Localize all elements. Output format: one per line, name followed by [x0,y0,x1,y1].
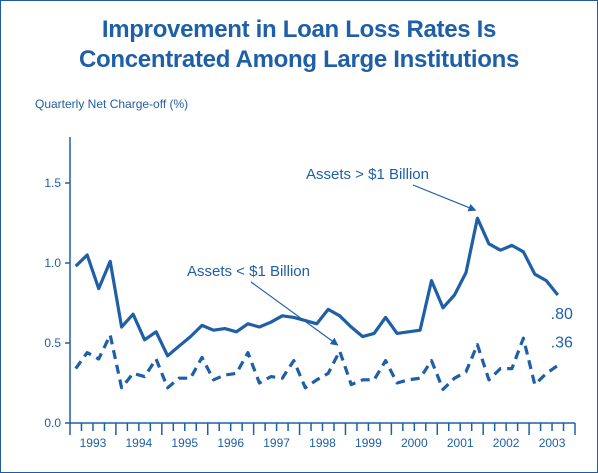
series-line-large-institutions [74,216,560,358]
series-group: .80 .36 [74,216,573,391]
chart-title-line-1: Improvement in Loan Loss Rates Is [101,16,497,43]
annotation-arrow [412,184,477,212]
chart-title-line-2: Concentrated Among Large Institutions [78,46,520,73]
series-line-small-institutions [74,333,559,391]
x-tick-label: 1997 [263,436,290,450]
y-tick-label: 1.5 [44,176,61,190]
chart-title: Improvement in Loan Loss Rates Is Concen… [1,15,597,75]
x-tick-label: 2001 [447,436,474,450]
series-end-label: .80 [551,306,573,323]
y-tick-label: 0.5 [44,336,61,350]
y-axis-label: Quarterly Net Charge-off (%) [35,97,188,111]
x-tick-label: 2000 [401,436,428,450]
annotation-label: Assets < $1 Billion [187,263,310,280]
x-tick-label: 1999 [355,436,382,450]
y-axis-ticks: 0.0 0.5 1.0 1.5 [44,176,70,430]
x-tick-label: 1994 [126,436,153,450]
series-end-label: .36 [551,334,573,351]
y-tick-label: 0.0 [44,416,61,430]
x-tick-label: 2003 [539,436,566,450]
x-tick-label: 1995 [171,436,198,450]
annotation-label: Assets > $1 Billion [306,166,429,183]
x-tick-label: 1993 [80,436,107,450]
x-tick-label: 1998 [309,436,336,450]
annotations-group: Assets > $1 Billion Assets < $1 Billion [187,166,477,346]
y-tick-label: 1.0 [44,256,61,270]
x-tick-label: 2002 [493,436,520,450]
annotation-arrow [250,281,339,346]
x-tick-label: 1996 [217,436,244,450]
x-axis-ticks: 1993 1994 1995 1996 1997 1998 1999 2000 2001 2002… [69,423,576,450]
